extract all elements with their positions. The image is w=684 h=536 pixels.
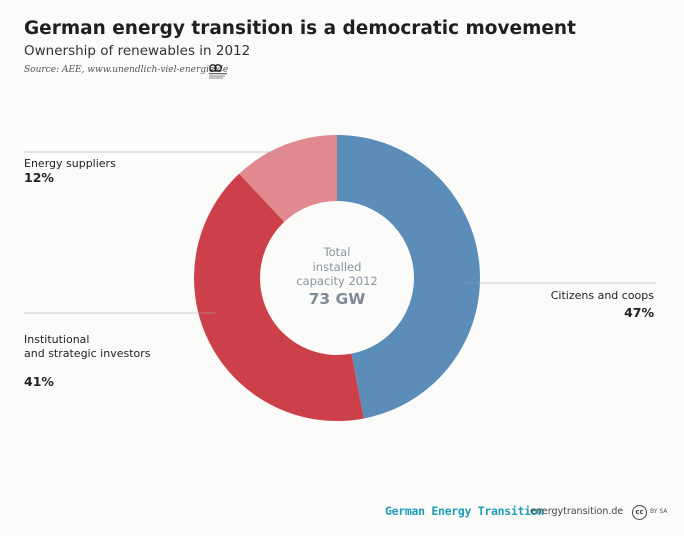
aee-logo-icon xyxy=(209,64,227,79)
slice-name: Institutional and strategic investors xyxy=(24,333,151,360)
slice-percent: 12% xyxy=(24,170,54,185)
center-line-3: capacity 2012 xyxy=(296,274,378,288)
center-line-1: Total xyxy=(323,245,351,259)
footer-brand: German Energy Transition xyxy=(385,504,544,518)
footer-url: energytransition.de xyxy=(530,506,624,517)
slice-label-institutional: Institutional and strategic investors 41… xyxy=(24,319,151,403)
slice-citizens-and-coops xyxy=(337,135,481,419)
slice-label-citizens: Citizens and coops 47% xyxy=(520,289,654,320)
slice-name: Energy suppliers xyxy=(24,157,116,170)
center-line-2: installed xyxy=(312,259,362,274)
chart-title: German energy transition is a democratic… xyxy=(24,18,576,39)
creative-commons-icon: cc xyxy=(632,505,647,520)
donut-center-label: Total installed capacity 2012 73 GW xyxy=(270,245,404,306)
slice-percent: 41% xyxy=(24,374,54,389)
slice-label-energy-suppliers: Energy suppliers 12% xyxy=(24,157,116,185)
slice-name: Citizens and coops xyxy=(550,289,654,302)
chart-subtitle: Ownership of renewables in 2012 xyxy=(24,43,251,59)
source-note: Source: AEE, www.unendlich-viel-energie.… xyxy=(24,65,229,75)
slice-energy-suppliers xyxy=(239,135,337,222)
center-value: 73 GW xyxy=(308,289,366,308)
license-text: BY SA xyxy=(650,508,668,515)
slice-institutional-investors xyxy=(193,173,364,421)
slice-percent: 47% xyxy=(624,305,654,320)
